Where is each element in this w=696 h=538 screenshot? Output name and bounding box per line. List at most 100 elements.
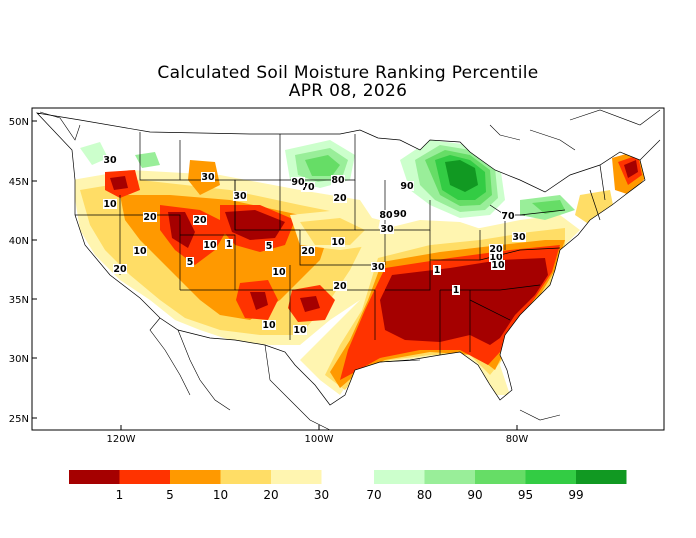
- contour-label: 20: [333, 193, 347, 204]
- contour-label-bg: [380, 224, 394, 234]
- contour-label-bg: [331, 175, 345, 185]
- legend-wet-label: 70: [366, 488, 381, 502]
- lon-label: 80W: [506, 434, 529, 445]
- contour-label-bg: [333, 193, 347, 203]
- contour-label-bg: [501, 211, 515, 221]
- lat-label: 50N: [9, 117, 29, 128]
- wet-70-region-pnw: [80, 142, 108, 165]
- contour-label-bg: [186, 257, 194, 267]
- contour-label: 30: [233, 191, 247, 202]
- contour-label: 20: [489, 244, 503, 255]
- legend-wet-swatch: [525, 470, 576, 484]
- contour-label: 70: [301, 182, 315, 193]
- legend-dry-swatch: [119, 470, 170, 484]
- contour-label-bg: [301, 182, 315, 192]
- contour-label-bg: [452, 285, 460, 295]
- country-outlines: [39, 109, 661, 430]
- contour-label-bg: [225, 239, 233, 249]
- contour-label: 90: [400, 181, 414, 192]
- contour-label: 20: [143, 212, 157, 223]
- contour-label: 30: [371, 262, 385, 273]
- contour-label-bg: [301, 246, 315, 256]
- contour-label: 90: [393, 209, 407, 220]
- wet-99-region-great-lakes: [445, 160, 478, 192]
- legend-dry-label: 5: [166, 488, 174, 502]
- contour-label-bg: [103, 155, 117, 165]
- legend-wet-label: 90: [467, 488, 482, 502]
- contour-label-bg: [393, 209, 407, 219]
- contour-label: 90: [291, 177, 305, 188]
- contour-label: 30: [201, 172, 215, 183]
- color-legend: 1 5 10 20 30 70 80 90 95 99: [69, 470, 627, 502]
- legend-dry-swatch: [220, 470, 271, 484]
- legend-wet-swatch: [475, 470, 526, 484]
- lat-label: 40N: [9, 236, 29, 247]
- contour-label: 1: [226, 239, 233, 250]
- legend-dry-label: 20: [263, 488, 278, 502]
- contour-label: 20: [193, 215, 207, 226]
- contour-label: 10: [272, 267, 286, 278]
- contour-label-bg: [400, 181, 414, 191]
- contour-label: 20: [333, 281, 347, 292]
- contour-label: 20: [113, 264, 127, 275]
- legend-wet-label: 95: [518, 488, 533, 502]
- contour-label-bg: [143, 212, 157, 222]
- contour-label-bg: [262, 320, 276, 330]
- lat-label: 45N: [9, 177, 29, 188]
- lon-label: 100W: [305, 434, 334, 445]
- wet-70-region-montana: [135, 152, 160, 168]
- wet-90-region-north-dakota: [305, 155, 340, 176]
- legend-wet-label: 80: [417, 488, 432, 502]
- contour-label-bg: [133, 246, 147, 256]
- map-title: Calculated Soil Moisture Ranking Percent…: [157, 63, 539, 83]
- dry-1-region-maine: [624, 160, 638, 178]
- contour-label: 10: [489, 252, 503, 263]
- legend-dry-label: 10: [213, 488, 228, 502]
- lat-label: 35N: [9, 295, 29, 306]
- legend-dry-swatch: [69, 470, 120, 484]
- contour-label-bg: [489, 244, 503, 254]
- legend-wet-swatch: [424, 470, 475, 484]
- contour-label-bg: [103, 199, 117, 209]
- contour-label: 30: [103, 155, 117, 166]
- lat-label: 30N: [9, 354, 29, 365]
- lon-label: 120W: [107, 434, 136, 445]
- contour-label: 5: [187, 257, 194, 268]
- contour-label-bg: [265, 241, 273, 251]
- dry-20-region-plains: [300, 218, 365, 245]
- state-borders: [36, 112, 646, 406]
- dry-1-region-idaho: [110, 176, 128, 190]
- dry-1-region-utah: [168, 212, 195, 248]
- legend-dry-label: 1: [116, 488, 124, 502]
- contour-label-bg: [433, 265, 441, 275]
- contour-label-bg: [489, 252, 503, 262]
- contour-label: 10: [103, 199, 117, 210]
- legend-dry-swatch: [271, 470, 322, 484]
- contour-label-bg: [113, 264, 127, 274]
- map-date: APR 08, 2026: [288, 81, 408, 101]
- dry-1-region-nm: [250, 292, 268, 310]
- contour-label-bg: [272, 267, 286, 277]
- contour-label: 30: [512, 232, 526, 243]
- contour-label: 70: [501, 211, 515, 222]
- contour-label: 5: [266, 241, 273, 252]
- longitude-labels: 120W 100W 80W: [107, 425, 529, 445]
- wet-80-region-northeast: [532, 200, 565, 214]
- latitude-labels: 50N 45N 40N 35N 30N 25N: [9, 117, 37, 425]
- legend-dry-label: 30: [314, 488, 329, 502]
- contour-label-bg: [203, 240, 217, 250]
- contour-label-bg: [371, 262, 385, 272]
- contour-label: 10: [203, 240, 217, 251]
- legend-wet-swatch: [374, 470, 425, 484]
- contour-label-bg: [331, 237, 345, 247]
- contour-label-bg: [193, 215, 207, 225]
- contour-label-bg: [293, 325, 307, 335]
- contour-label: 1: [434, 265, 441, 276]
- dry-1-region-west: [225, 210, 285, 240]
- contour-label: 10: [133, 246, 147, 257]
- contour-label: 10: [262, 320, 276, 331]
- contour-label: 10: [491, 260, 505, 271]
- dry-1-region-tx-panhandle: [300, 296, 320, 312]
